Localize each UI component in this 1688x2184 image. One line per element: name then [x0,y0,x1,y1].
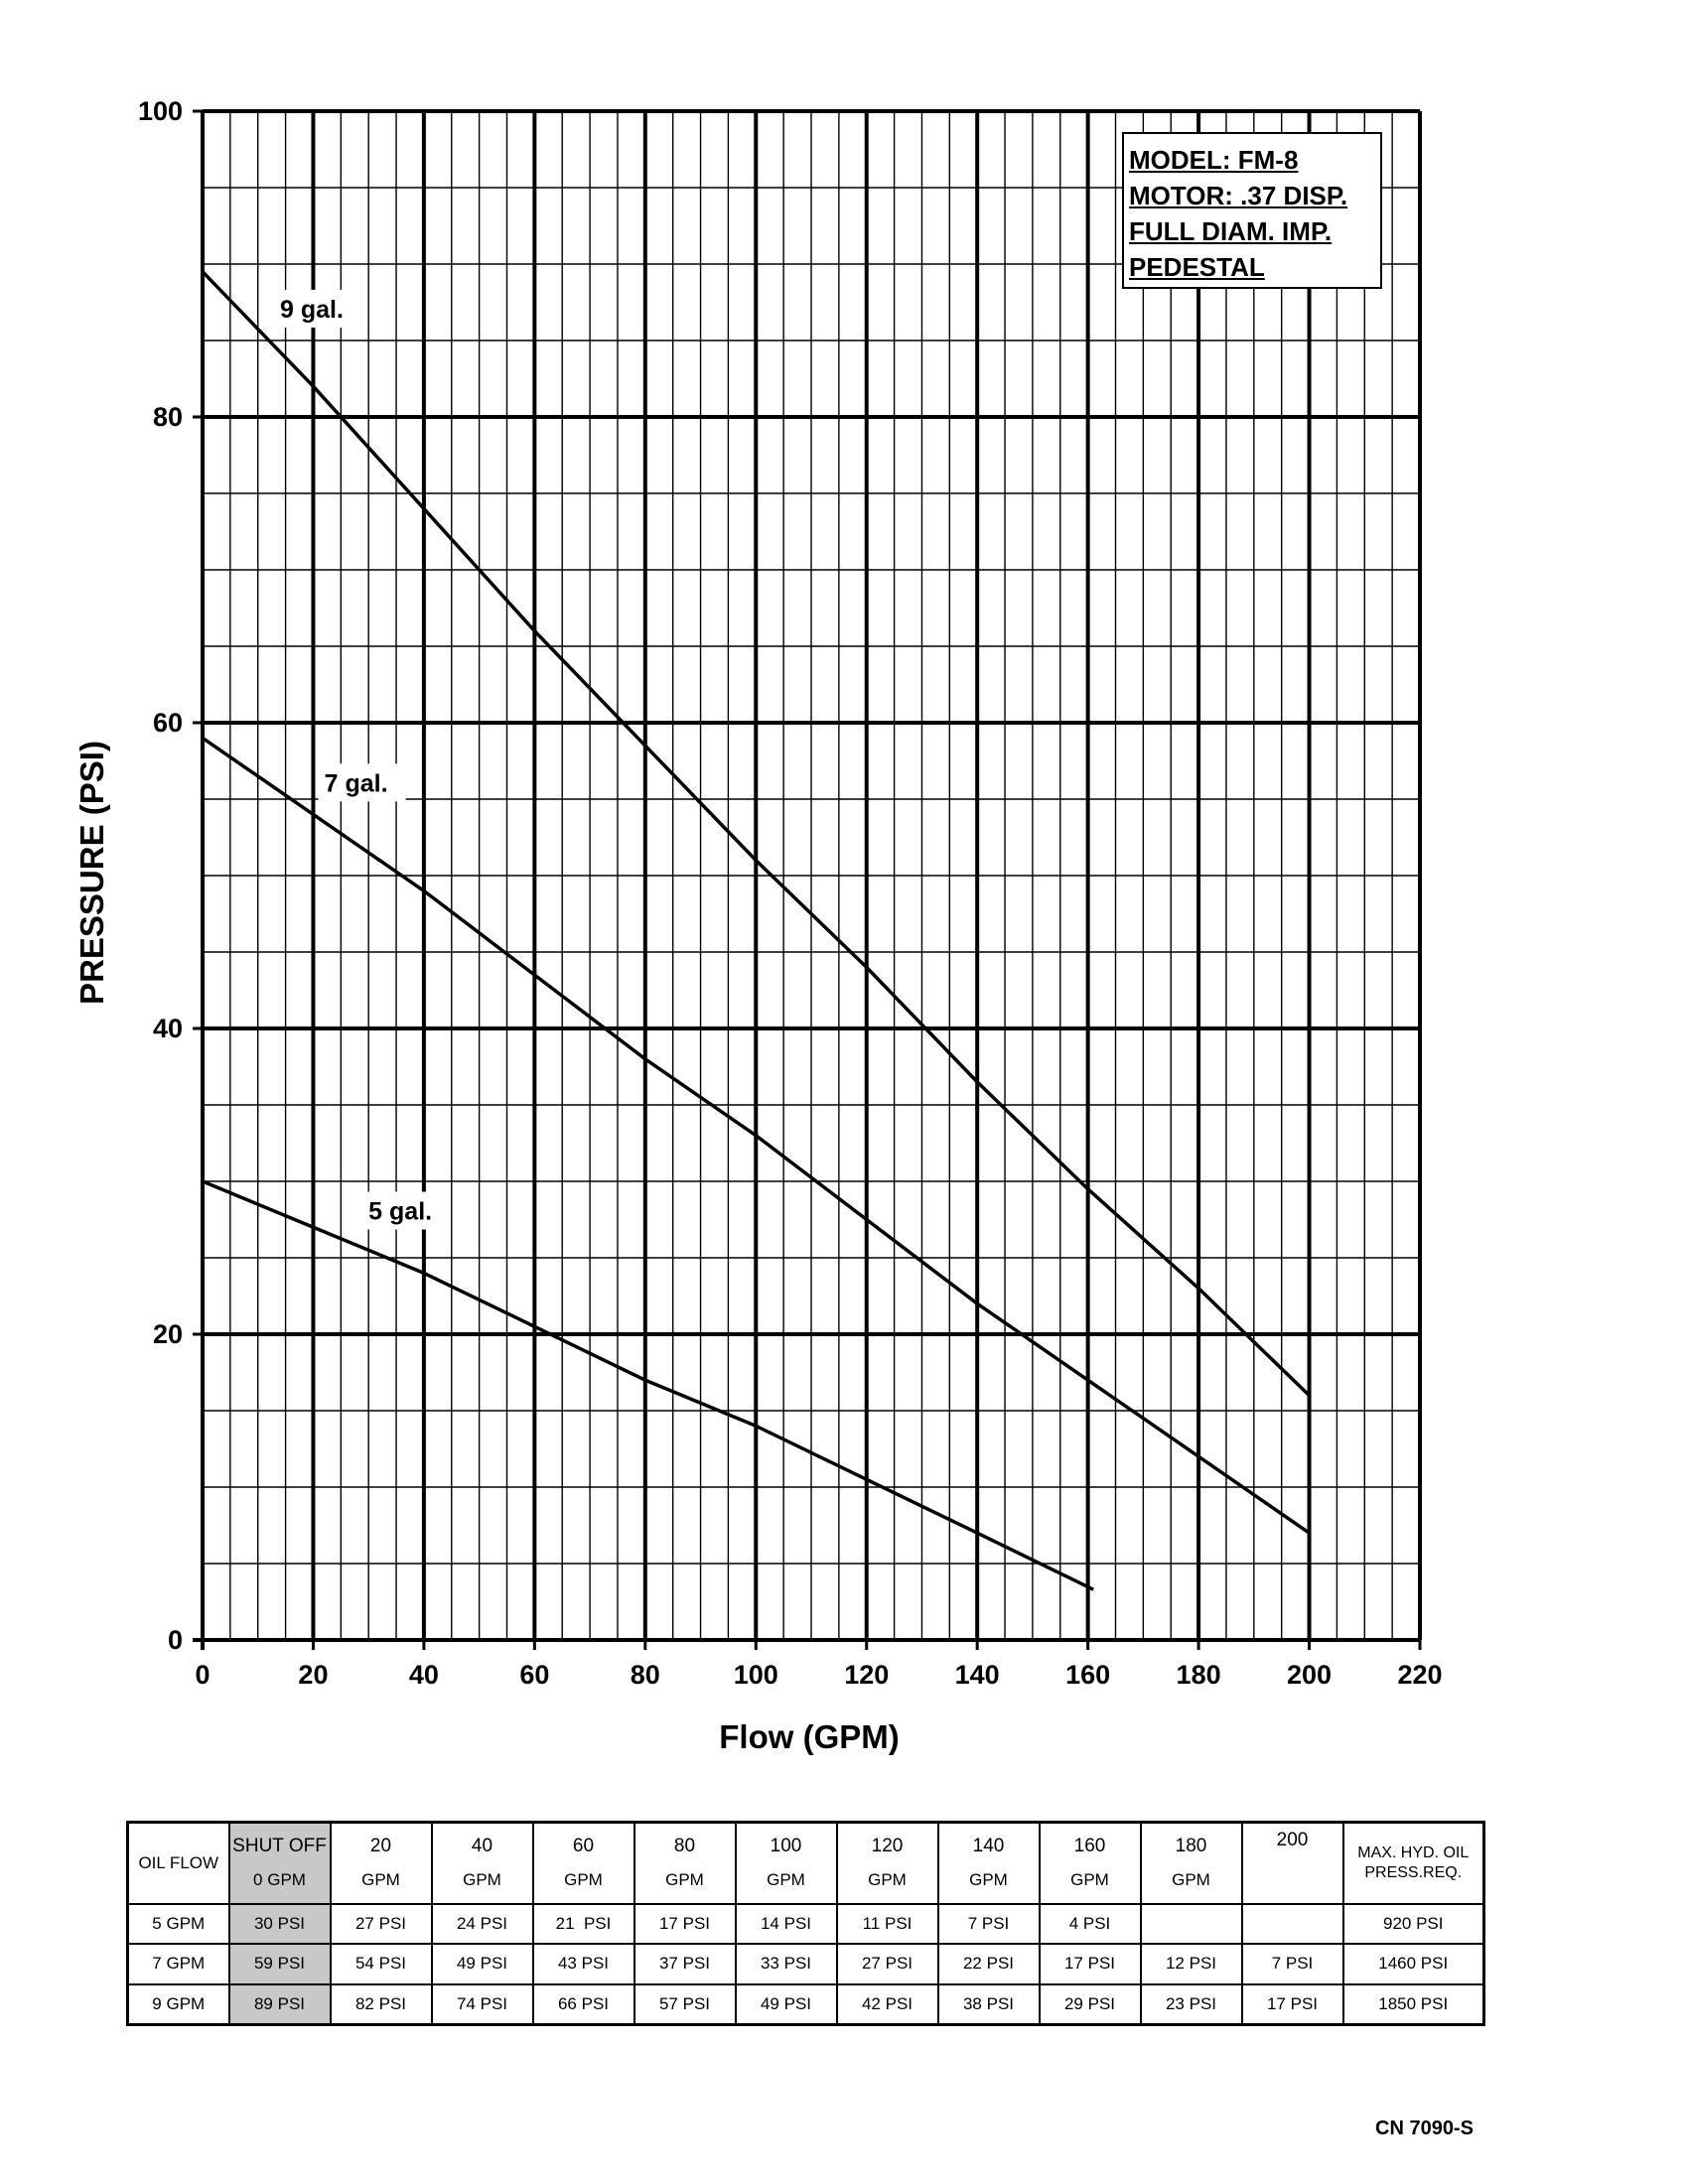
max-pressure-cell: 1460 PSI [1341,1942,1485,1985]
x-tick-label: 40 [409,1660,439,1690]
x-tick-label: 120 [844,1660,889,1690]
column-header: SHUT OFF 0 GPM [227,1821,332,1905]
series-label: 5 gal. [368,1198,432,1226]
column-header: 140 GPM [936,1821,1041,1905]
x-tick-label: 140 [955,1660,1000,1690]
column-header: 160 GPM [1038,1821,1142,1905]
max-pressure-cell: 1850 PSI [1341,1982,1485,2026]
document-code: CN 7090-S [1375,2117,1474,2139]
table-cell: 7 PSI [936,1902,1041,1945]
column-header: 20 GPM [329,1821,433,1905]
x-tick-label: 160 [1065,1660,1110,1690]
oil-flow-header: OIL FLOW [126,1821,230,1905]
table-cell: 89 PSI [227,1982,332,2026]
table-header-row: OIL FLOW SHUT OFF 0 GPM 20 GPM 40 GPM 60 GPM… [126,1821,1485,1905]
series-labels: 9 gal. 7 gal. 5 gal. [274,289,451,1230]
table-cell: 21 PSI [531,1902,635,1945]
x-tick-label: 60 [519,1660,549,1690]
column-header: 200 [1240,1821,1344,1905]
minor-grid [203,111,1420,1640]
series-line [201,270,1311,1397]
table-cell: 11 PSI [835,1902,939,1945]
table-cell: 27 PSI [835,1942,939,1985]
y-tick-label: 20 [153,1319,183,1349]
major-grid [193,109,1422,1650]
series-lines [201,270,1311,1591]
pressure-data-table: OIL FLOW SHUT OFF 0 GPM 20 GPM 40 GPM 60 GPM… [126,1821,1485,2026]
table-cell: 66 PSI [531,1982,635,2026]
table-row: 9 GPM 89 PSI 82 PSI 74 PSI 66 PSI 57 PSI… [126,1982,1485,2026]
series-label-bg [318,763,406,802]
model-line: MODEL: FM-8 [1129,145,1299,175]
column-header: 40 GPM [430,1821,534,1905]
y-tick-label: 40 [153,1014,183,1043]
column-header: 80 GPM [633,1821,737,1905]
x-tick-label: 220 [1397,1660,1442,1690]
table-cell: 30 PSI [227,1902,332,1945]
max-pressure-cell: 920 PSI [1341,1902,1485,1945]
impeller-line: FULL DIAM. IMP. [1129,216,1333,246]
table-cell: 29 PSI [1038,1982,1142,2026]
table-row: 7 GPM 59 PSI 54 PSI 49 PSI 43 PSI 37 PSI… [126,1942,1485,1985]
column-header: 100 GPM [734,1821,838,1905]
table-cell: 14 PSI [734,1902,838,1945]
table-cell [1240,1902,1344,1945]
pump-curve-chart: 0 20 40 60 80 100 120 140 160 180 200 220 0 20 40 60 80… [73,96,1443,1755]
table-cell: 7 PSI [1240,1942,1344,1985]
x-tick-label: 0 [195,1660,210,1690]
table-cell: 37 PSI [633,1942,737,1985]
column-header: 120 GPM [835,1821,939,1905]
table-cell: 54 PSI [329,1942,433,1985]
x-tick-label: 200 [1287,1660,1332,1690]
column-header: 60 GPM [531,1821,635,1905]
table-cell: 57 PSI [633,1982,737,2026]
table-cell [1139,1902,1243,1945]
table-cell: 22 PSI [936,1942,1041,1985]
mount-line: PEDESTAL [1129,252,1265,282]
row-label: 9 GPM [126,1982,230,2026]
table-cell: 12 PSI [1139,1942,1243,1985]
y-tick-labels: 0 20 40 60 80 100 [138,96,183,1655]
y-tick-label: 100 [138,96,183,126]
table-cell: 49 PSI [430,1942,534,1985]
table-cell: 33 PSI [734,1942,838,1985]
table-cell: 4 PSI [1038,1902,1142,1945]
table-cell: 38 PSI [936,1982,1041,2026]
series-line [202,736,1311,1535]
table-cell: 74 PSI [430,1982,534,2026]
table-cell: 49 PSI [734,1982,838,2026]
table-cell: 82 PSI [329,1982,433,2026]
column-header: 180 GPM [1139,1821,1243,1905]
table-cell: 42 PSI [835,1982,939,2026]
series-label: 9 gal. [280,296,344,324]
model-info-box: MODEL: FM-8 MOTOR: .37 DISP. FULL DIAM. … [1122,132,1382,289]
x-tick-label: 100 [734,1660,778,1690]
table-cell: 24 PSI [430,1902,534,1945]
table-cell: 23 PSI [1139,1982,1243,2026]
table-cell: 17 PSI [633,1902,737,1945]
y-tick-label: 60 [153,708,183,738]
table-cell: 17 PSI [1240,1982,1344,2026]
x-tick-label: 20 [298,1660,328,1690]
x-tick-label: 180 [1177,1660,1221,1690]
y-tick-label: 0 [168,1625,183,1655]
series-label: 7 gal. [325,769,388,797]
series-label-bg [274,289,362,328]
x-tick-labels: 0 20 40 60 80 100 120 140 160 180 200 220 [195,1660,1442,1690]
row-label: 5 GPM [126,1902,230,1945]
y-tick-label: 80 [153,402,183,432]
table-cell: 43 PSI [531,1942,635,1985]
series-label-bg [362,1191,451,1230]
x-tick-label: 80 [631,1660,660,1690]
y-axis-title: PRESSURE (PSI) [73,741,110,1005]
row-label: 7 GPM [126,1942,230,1985]
table-row: 5 GPM 30 PSI 27 PSI 24 PSI 21 PSI 17 PSI… [126,1902,1485,1945]
series-line [202,1179,1094,1591]
max-pressure-header: MAX. HYD. OIL PRESS.REQ. [1341,1821,1485,1905]
table-cell: 17 PSI [1038,1942,1142,1985]
x-axis-title: Flow (GPM) [719,1718,899,1755]
motor-line: MOTOR: .37 DISP. [1129,181,1348,210]
table-cell: 59 PSI [227,1942,332,1985]
table-cell: 27 PSI [329,1902,433,1945]
